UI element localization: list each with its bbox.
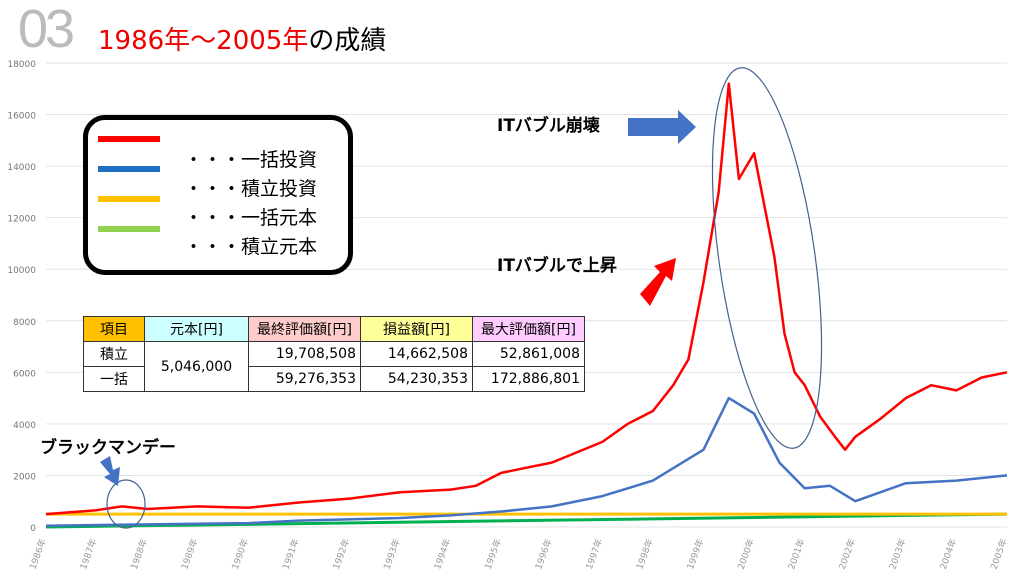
y-tick-label: 6000 bbox=[13, 369, 36, 379]
legend-label: ・・・積立元本 bbox=[184, 236, 318, 258]
x-tick-label: 1987年 bbox=[77, 537, 99, 571]
cell: 52,861,008 bbox=[472, 341, 585, 367]
legend-label: ・・・一括投資 bbox=[184, 149, 318, 171]
table-row: 積立 5,046,000 19,708,508 14,662,508 52,86… bbox=[83, 341, 585, 392]
y-tick-label: 0 bbox=[30, 524, 36, 534]
legend-label: ・・・積立投資 bbox=[184, 178, 318, 200]
cell: 14,662,508 bbox=[360, 341, 473, 367]
th: 損益額[円] bbox=[360, 316, 473, 342]
th: 項目 bbox=[83, 316, 145, 342]
annotation-black-monday: ブラックマンデー bbox=[40, 438, 176, 458]
x-tick-label: 1999年 bbox=[684, 537, 706, 571]
x-tick-label: 1991年 bbox=[280, 537, 302, 571]
results-table: 項目 元本[円] 最終評価額[円] 損益額[円] 最大評価額[円] 積立 5,0… bbox=[83, 316, 585, 392]
cell: 5,046,000 bbox=[144, 341, 249, 392]
y-tick-label: 8000 bbox=[13, 318, 36, 328]
x-tick-label: 1990年 bbox=[229, 537, 251, 571]
arrow-right-icon bbox=[628, 110, 696, 144]
y-tick-label: 10000 bbox=[7, 266, 36, 276]
annotation-crash: ITバブル崩壊 bbox=[497, 116, 600, 136]
x-tick-label: 2005年 bbox=[988, 537, 1010, 571]
series-line-0 bbox=[45, 82, 1008, 516]
x-tick-label: 2003年 bbox=[886, 537, 908, 571]
x-tick-label: 1995年 bbox=[482, 537, 504, 571]
arrow-down-icon bbox=[100, 456, 120, 486]
y-tick-label: 4000 bbox=[13, 421, 36, 431]
legend-swatch-2 bbox=[98, 196, 160, 202]
slide-number: 03 bbox=[18, 0, 75, 59]
x-tick-label: 2004年 bbox=[937, 537, 959, 571]
x-tick-label: 1992年 bbox=[330, 537, 352, 571]
y-tick-label: 18000 bbox=[7, 60, 36, 70]
th: 最大評価額[円] bbox=[472, 316, 585, 342]
x-tick-label: 1994年 bbox=[431, 537, 453, 571]
x-tick-label: 1988年 bbox=[128, 537, 150, 571]
cell: 一括 bbox=[83, 366, 145, 392]
cell: 59,276,353 bbox=[248, 366, 361, 392]
arrow-up-icon bbox=[640, 258, 676, 306]
legend-swatch-1 bbox=[98, 166, 160, 172]
x-tick-label: 2002年 bbox=[836, 537, 858, 571]
x-tick-label: 1997年 bbox=[583, 537, 605, 571]
legend-label: ・・・一括元本 bbox=[184, 207, 318, 229]
series-line-1 bbox=[45, 396, 1008, 527]
y-tick-label: 12000 bbox=[7, 215, 36, 225]
x-tick-label: 2000年 bbox=[735, 537, 757, 571]
y-tick-label: 2000 bbox=[13, 472, 36, 482]
legend-swatch-0 bbox=[98, 136, 160, 142]
legend-swatch-3 bbox=[98, 226, 160, 232]
th: 元本[円] bbox=[144, 316, 249, 342]
th: 最終評価額[円] bbox=[248, 316, 361, 342]
x-tick-label: 2001年 bbox=[785, 537, 807, 571]
page-title: 1986年〜2005年の成績 bbox=[98, 20, 386, 57]
annotation-rise: ITバブルで上昇 bbox=[497, 256, 617, 276]
x-tick-label: 1996年 bbox=[532, 537, 554, 571]
cell: 172,886,801 bbox=[472, 366, 585, 392]
highlight-ellipse bbox=[106, 479, 146, 529]
y-tick-label: 14000 bbox=[7, 163, 36, 173]
highlight-ellipse bbox=[711, 67, 823, 449]
cell: 19,708,508 bbox=[248, 341, 361, 367]
title-black: の成績 bbox=[308, 26, 387, 56]
title-red: 1986年〜2005年 bbox=[98, 26, 309, 56]
cell: 積立 bbox=[83, 341, 145, 367]
x-tick-label: 1998年 bbox=[634, 537, 656, 571]
x-tick-label: 1989年 bbox=[178, 537, 200, 571]
y-tick-label: 16000 bbox=[7, 112, 36, 122]
table-row: 一括 59,276,353 54,230,353 172,886,801 bbox=[83, 366, 585, 392]
x-tick-label: 1993年 bbox=[381, 537, 403, 571]
x-tick-label: 1986年 bbox=[27, 537, 49, 571]
legend: ・・・一括投資 ・・・積立投資 ・・・一括元本 ・・・積立元本 bbox=[83, 115, 353, 275]
cell: 54,230,353 bbox=[360, 366, 473, 392]
